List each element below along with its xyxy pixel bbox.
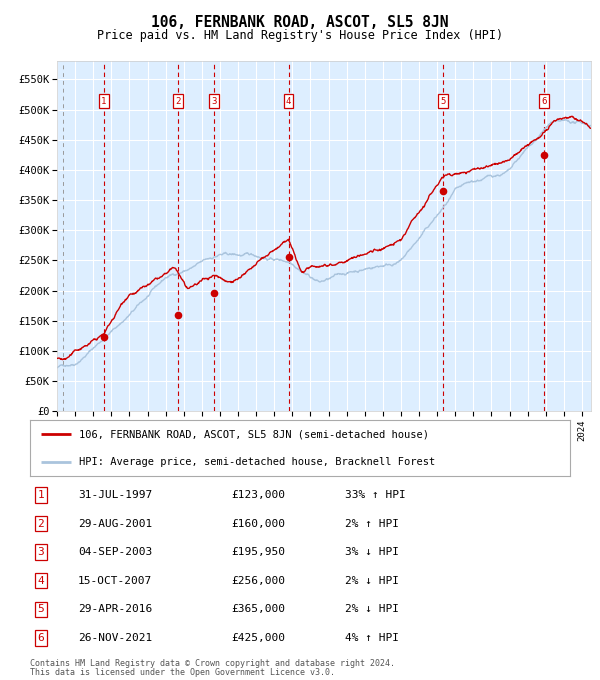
Text: £425,000: £425,000 <box>231 633 285 643</box>
Text: 2: 2 <box>175 97 180 105</box>
Text: 4: 4 <box>286 97 291 105</box>
Text: 3% ↓ HPI: 3% ↓ HPI <box>345 547 399 557</box>
Text: 5: 5 <box>440 97 446 105</box>
Text: 04-SEP-2003: 04-SEP-2003 <box>78 547 152 557</box>
Text: £256,000: £256,000 <box>231 576 285 585</box>
Text: 29-APR-2016: 29-APR-2016 <box>78 605 152 614</box>
Text: 2% ↑ HPI: 2% ↑ HPI <box>345 519 399 528</box>
Text: 2% ↓ HPI: 2% ↓ HPI <box>345 576 399 585</box>
Text: 26-NOV-2021: 26-NOV-2021 <box>78 633 152 643</box>
Text: £195,950: £195,950 <box>231 547 285 557</box>
Text: HPI: Average price, semi-detached house, Bracknell Forest: HPI: Average price, semi-detached house,… <box>79 457 435 467</box>
Text: 29-AUG-2001: 29-AUG-2001 <box>78 519 152 528</box>
Text: 2: 2 <box>37 519 44 528</box>
Text: 106, FERNBANK ROAD, ASCOT, SL5 8JN: 106, FERNBANK ROAD, ASCOT, SL5 8JN <box>151 15 449 30</box>
Text: Contains HM Land Registry data © Crown copyright and database right 2024.: Contains HM Land Registry data © Crown c… <box>30 659 395 668</box>
Text: £365,000: £365,000 <box>231 605 285 614</box>
Text: This data is licensed under the Open Government Licence v3.0.: This data is licensed under the Open Gov… <box>30 668 335 677</box>
Text: 15-OCT-2007: 15-OCT-2007 <box>78 576 152 585</box>
Text: 31-JUL-1997: 31-JUL-1997 <box>78 490 152 500</box>
Text: 6: 6 <box>541 97 547 105</box>
Text: 6: 6 <box>37 633 44 643</box>
Text: 4% ↑ HPI: 4% ↑ HPI <box>345 633 399 643</box>
Text: 2% ↓ HPI: 2% ↓ HPI <box>345 605 399 614</box>
Text: 1: 1 <box>101 97 106 105</box>
Text: 1: 1 <box>37 490 44 500</box>
Text: £123,000: £123,000 <box>231 490 285 500</box>
Text: 33% ↑ HPI: 33% ↑ HPI <box>345 490 406 500</box>
Text: £160,000: £160,000 <box>231 519 285 528</box>
Text: 4: 4 <box>37 576 44 585</box>
Text: 5: 5 <box>37 605 44 614</box>
Text: 3: 3 <box>37 547 44 557</box>
Text: 106, FERNBANK ROAD, ASCOT, SL5 8JN (semi-detached house): 106, FERNBANK ROAD, ASCOT, SL5 8JN (semi… <box>79 429 428 439</box>
Text: 3: 3 <box>211 97 217 105</box>
Text: Price paid vs. HM Land Registry's House Price Index (HPI): Price paid vs. HM Land Registry's House … <box>97 29 503 42</box>
